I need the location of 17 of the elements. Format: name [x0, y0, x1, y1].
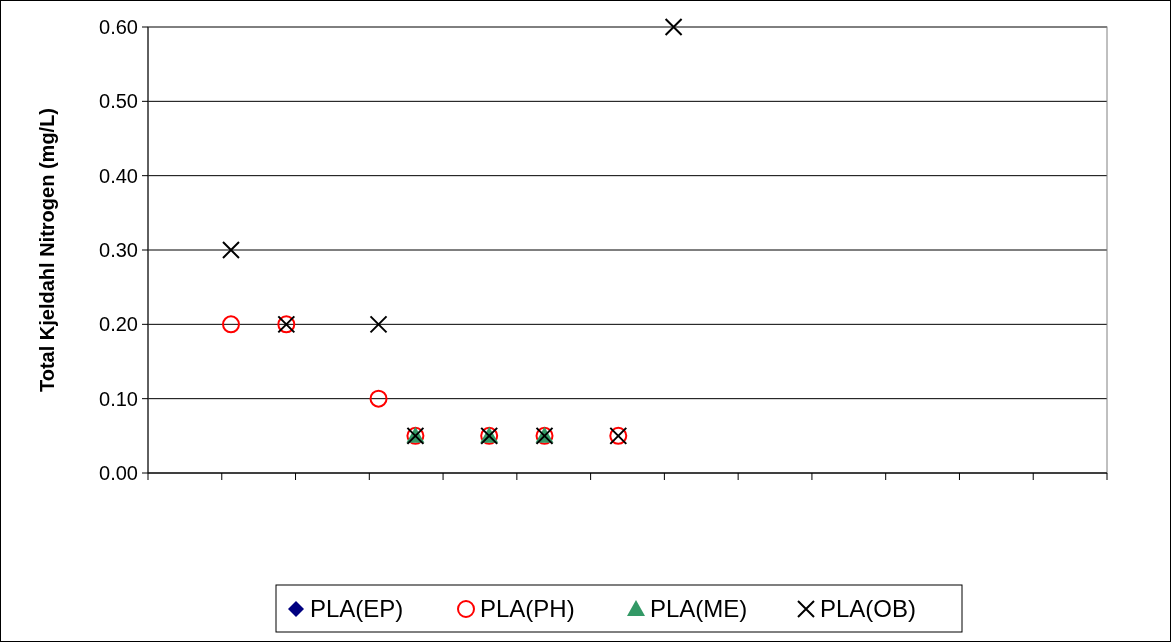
point — [369, 389, 388, 408]
legend-label: PLA(EP) — [310, 595, 404, 623]
point — [664, 18, 683, 36]
point — [369, 315, 388, 334]
y-axis-title: Total Kjeldahl Nitrogen (mg/L) — [36, 107, 58, 393]
y-tick-label: 0.00 — [99, 462, 138, 484]
point — [221, 241, 240, 259]
legend-label: PLA(PH) — [480, 595, 575, 623]
y-tick-label: 0.20 — [99, 313, 138, 336]
legend-label: PLA(OB) — [820, 595, 917, 623]
legend-label: PLA(ME) — [650, 595, 748, 623]
y-tick-label: 0.50 — [99, 90, 138, 113]
y-tick-label: 0.40 — [99, 164, 138, 187]
point — [221, 315, 240, 334]
y-tick-label: 0.60 — [99, 16, 138, 38]
y-tick-label: 0.30 — [99, 239, 138, 261]
y-tick-label: 0.10 — [99, 387, 138, 410]
